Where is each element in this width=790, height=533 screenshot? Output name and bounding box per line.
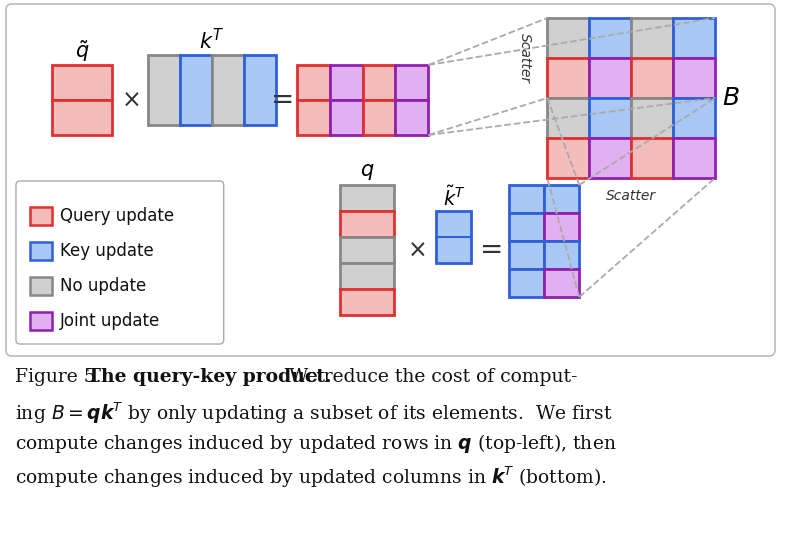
- Text: Figure 5.: Figure 5.: [15, 368, 107, 386]
- Text: Query update: Query update: [60, 207, 174, 225]
- Bar: [243, 55, 276, 125]
- Bar: [510, 213, 544, 241]
- Text: Scatter: Scatter: [606, 189, 656, 203]
- Bar: [363, 65, 396, 100]
- Bar: [340, 263, 394, 289]
- Text: compute changes induced by updated rows in $\boldsymbol{q}$ (top-left), then: compute changes induced by updated rows …: [15, 432, 617, 455]
- Bar: [296, 100, 329, 135]
- Bar: [52, 65, 112, 100]
- Text: Key update: Key update: [60, 242, 154, 260]
- Text: Joint update: Joint update: [60, 312, 160, 330]
- Text: Scatter: Scatter: [518, 33, 532, 83]
- Text: The query-key product.: The query-key product.: [87, 368, 331, 386]
- FancyBboxPatch shape: [16, 181, 224, 344]
- Bar: [363, 100, 396, 135]
- Bar: [329, 65, 363, 100]
- Bar: [631, 58, 673, 98]
- Bar: [547, 98, 589, 138]
- Bar: [544, 213, 579, 241]
- Bar: [673, 138, 715, 178]
- Bar: [547, 18, 589, 58]
- Bar: [30, 277, 52, 295]
- Bar: [510, 185, 544, 213]
- Text: $\tilde{q}$: $\tilde{q}$: [75, 38, 89, 64]
- Bar: [296, 65, 329, 100]
- Bar: [673, 18, 715, 58]
- Text: No update: No update: [60, 277, 146, 295]
- Bar: [547, 58, 589, 98]
- Bar: [589, 18, 631, 58]
- Text: $\times$: $\times$: [121, 88, 139, 112]
- Bar: [148, 55, 180, 125]
- Bar: [30, 312, 52, 330]
- FancyBboxPatch shape: [6, 4, 775, 356]
- Bar: [30, 207, 52, 225]
- Text: $\times$: $\times$: [407, 238, 426, 262]
- Bar: [544, 269, 579, 297]
- Text: $B$: $B$: [722, 86, 740, 110]
- Bar: [673, 98, 715, 138]
- Bar: [340, 289, 394, 315]
- Bar: [30, 242, 52, 260]
- Bar: [631, 98, 673, 138]
- Bar: [510, 241, 544, 269]
- Bar: [631, 138, 673, 178]
- Bar: [340, 237, 394, 263]
- Text: =: =: [271, 86, 295, 114]
- Text: We reduce the cost of comput-: We reduce the cost of comput-: [283, 368, 577, 386]
- Text: =: =: [480, 236, 503, 264]
- Bar: [544, 241, 579, 269]
- Bar: [589, 138, 631, 178]
- Text: ing $B = \boldsymbol{q}\boldsymbol{k}^T$ by only updating a subset of its elemen: ing $B = \boldsymbol{q}\boldsymbol{k}^T$…: [15, 400, 612, 425]
- Bar: [396, 65, 428, 100]
- Bar: [180, 55, 212, 125]
- Text: $q$: $q$: [359, 162, 374, 182]
- Bar: [212, 55, 243, 125]
- Bar: [340, 211, 394, 237]
- Bar: [589, 58, 631, 98]
- Bar: [340, 185, 394, 211]
- Bar: [631, 18, 673, 58]
- Bar: [510, 269, 544, 297]
- Bar: [673, 58, 715, 98]
- Text: compute changes induced by updated columns in $\boldsymbol{k}^T$ (bottom).: compute changes induced by updated colum…: [15, 464, 607, 489]
- Bar: [589, 98, 631, 138]
- Bar: [436, 211, 472, 263]
- Bar: [544, 185, 579, 213]
- Text: $\tilde{k}^T$: $\tilde{k}^T$: [442, 186, 465, 210]
- Text: $k^T$: $k^T$: [199, 28, 224, 54]
- Bar: [52, 100, 112, 135]
- Bar: [547, 138, 589, 178]
- Bar: [396, 100, 428, 135]
- Bar: [329, 100, 363, 135]
